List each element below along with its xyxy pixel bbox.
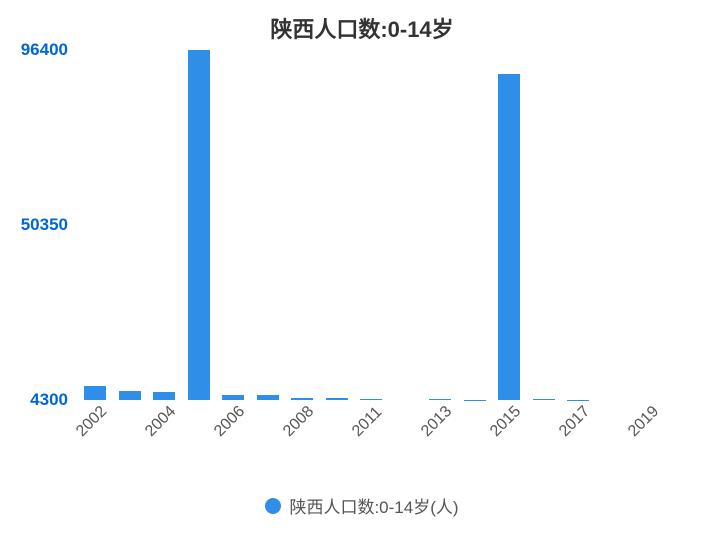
x-tick-label: 2002	[73, 403, 111, 441]
bar	[153, 392, 175, 400]
chart-title: 陕西人口数:0-14岁	[0, 12, 724, 44]
x-tick-label: 2004	[142, 403, 180, 441]
bar	[326, 398, 348, 400]
bar	[533, 399, 555, 400]
bar	[291, 398, 313, 400]
x-tick-label: 2015	[487, 403, 525, 441]
bar	[360, 399, 382, 400]
x-tick-label: 2013	[418, 403, 456, 441]
bar	[188, 50, 210, 400]
bar	[429, 399, 451, 400]
plot-area	[80, 50, 680, 400]
bar	[498, 74, 520, 400]
y-tick-label: 4300	[0, 390, 68, 410]
x-tick-label: 2017	[556, 403, 594, 441]
x-tick-label: 2011	[349, 404, 386, 441]
bar	[119, 391, 141, 401]
x-tick-label: 2006	[211, 403, 249, 441]
x-tick-label: 2019	[625, 403, 663, 441]
chart-container: 陕西人口数:0-14岁 43005035096400 2002200420062…	[0, 0, 724, 540]
y-tick-label: 96400	[0, 40, 68, 60]
y-tick-label: 50350	[0, 215, 68, 235]
x-axis-labels: 200220042006200820112013201520172019	[80, 408, 680, 468]
bar	[222, 395, 244, 400]
bar	[84, 386, 106, 400]
legend: 陕西人口数:0-14岁(人)	[0, 493, 724, 518]
legend-label: 陕西人口数:0-14岁(人)	[289, 493, 458, 518]
bar	[257, 395, 279, 400]
x-tick-label: 2008	[280, 403, 318, 441]
legend-dot-icon	[265, 498, 281, 514]
